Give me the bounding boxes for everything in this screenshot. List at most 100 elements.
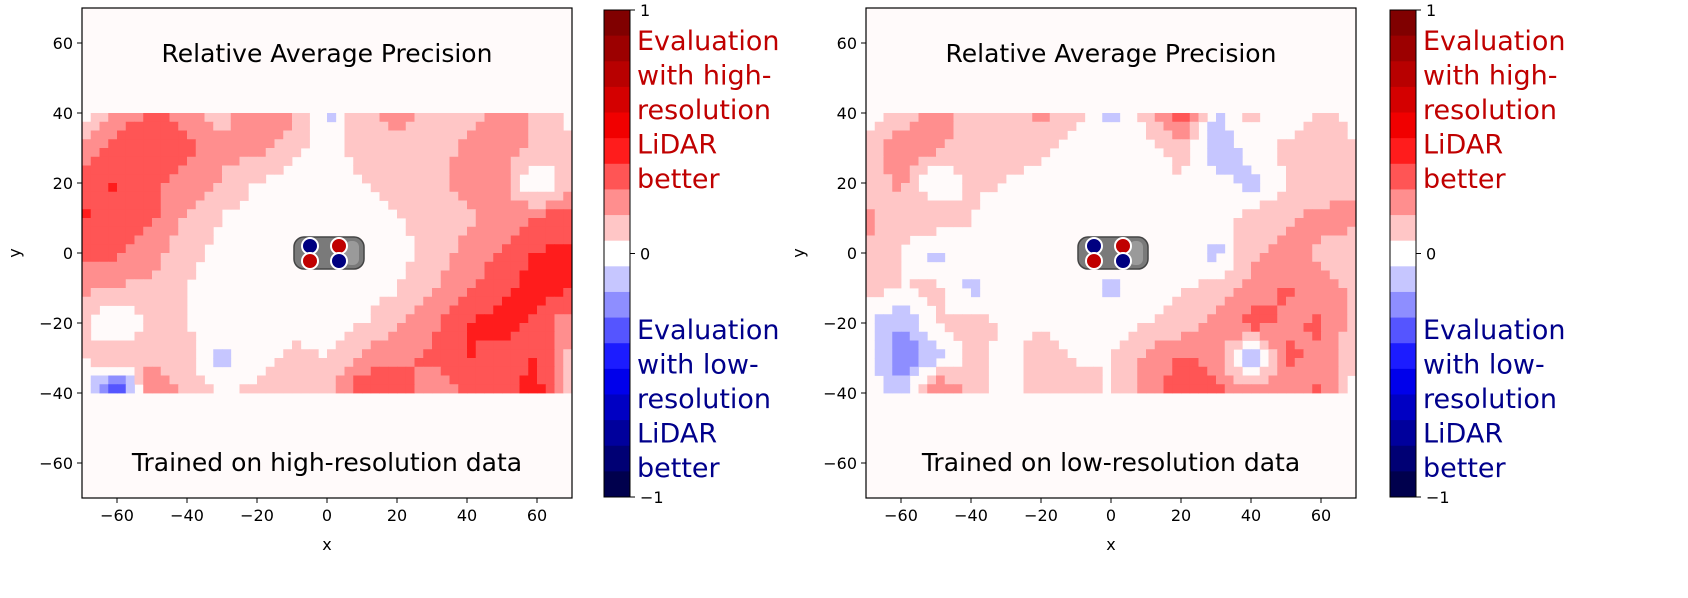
heat-cell	[1286, 384, 1296, 394]
heat-cell	[997, 139, 1007, 149]
heat-cell	[458, 191, 468, 201]
heat-cell	[379, 139, 389, 149]
heat-cell	[1338, 183, 1348, 193]
colorbar-positive-label: LiDAR	[1423, 130, 1503, 161]
heat-cell	[1224, 270, 1234, 280]
heat-cell	[160, 139, 170, 149]
heat-cell	[423, 358, 433, 368]
heat-cell	[1111, 279, 1121, 289]
heat-cell	[563, 148, 573, 158]
heat-cell	[909, 314, 919, 324]
heat-cell	[493, 323, 503, 333]
heat-cell	[1251, 305, 1261, 315]
heat-cell	[510, 358, 520, 368]
heat-cell	[1303, 366, 1313, 376]
heat-cell	[99, 148, 109, 158]
heat-cell	[510, 261, 520, 271]
heat-cell	[528, 314, 538, 324]
heat-cell	[432, 200, 442, 210]
heat-cell	[82, 279, 92, 289]
heat-cell	[353, 121, 363, 131]
heat-cell	[1146, 113, 1156, 123]
heat-cell	[1163, 305, 1173, 315]
heat-cell	[414, 244, 424, 254]
heat-cell	[204, 226, 214, 236]
heat-cell	[1006, 139, 1016, 149]
heat-cell	[108, 174, 118, 184]
heat-cell	[1181, 323, 1191, 333]
heat-cell	[160, 340, 170, 350]
heat-cell	[1242, 270, 1252, 280]
heat-cell	[1163, 121, 1173, 131]
heat-cell	[1294, 375, 1304, 385]
heat-cell	[493, 279, 503, 289]
heat-cell	[1277, 244, 1287, 254]
heat-cell	[440, 349, 450, 359]
heat-cell	[502, 226, 512, 236]
sensor-dot	[1114, 252, 1132, 270]
heat-cell	[344, 113, 354, 123]
heat-cell	[1137, 349, 1147, 359]
heat-cell	[160, 244, 170, 254]
heat-cell	[892, 218, 902, 228]
heat-cell	[1224, 314, 1234, 324]
heat-cell	[874, 366, 884, 376]
heat-cell	[1259, 218, 1269, 228]
heat-cell	[423, 296, 433, 306]
heat-cell	[962, 366, 972, 376]
heat-cell	[1294, 165, 1304, 175]
heat-cell	[1329, 349, 1339, 359]
heat-cell	[1321, 165, 1331, 175]
heat-cell	[502, 349, 512, 359]
heat-cell	[1058, 358, 1068, 368]
heat-cell	[467, 174, 477, 184]
heat-cell	[117, 165, 127, 175]
heat-cell	[510, 183, 520, 193]
heat-cell	[545, 235, 555, 245]
heat-cell	[195, 244, 205, 254]
heat-cell	[962, 183, 972, 193]
heat-cell	[1312, 156, 1322, 166]
heat-cell	[484, 121, 494, 131]
heat-cell	[484, 349, 494, 359]
heat-cell	[944, 156, 954, 166]
heat-cell	[528, 340, 538, 350]
heat-cell	[545, 226, 555, 236]
heat-cell	[883, 165, 893, 175]
heat-cell	[108, 121, 118, 131]
heat-cell	[1172, 384, 1182, 394]
heat-cell	[344, 139, 354, 149]
heat-cell	[962, 384, 972, 394]
heat-cell	[936, 209, 946, 219]
heat-cell	[187, 340, 197, 350]
heat-cell	[971, 165, 981, 175]
heat-cell	[988, 174, 998, 184]
heat-cell	[117, 174, 127, 184]
heat-cell	[1154, 349, 1164, 359]
heat-cell	[1233, 253, 1243, 263]
heat-cell	[432, 366, 442, 376]
heat-cell	[493, 270, 503, 280]
heat-cell	[1347, 183, 1357, 193]
heat-cell	[866, 183, 876, 193]
heat-cell	[1294, 366, 1304, 376]
heat-cell	[1111, 349, 1121, 359]
heat-cell	[405, 349, 415, 359]
heat-cell	[866, 226, 876, 236]
heat-cell	[510, 130, 520, 140]
heat-cell	[1312, 139, 1322, 149]
heat-cell	[1277, 314, 1287, 324]
heat-cell	[187, 253, 197, 263]
heat-cell	[901, 209, 911, 219]
heat-cell	[178, 288, 188, 298]
heat-cell	[528, 113, 538, 123]
heat-cell	[971, 288, 981, 298]
heat-cell	[502, 139, 512, 149]
heat-cell	[1023, 148, 1033, 158]
heat-cell	[108, 130, 118, 140]
x-tick-label: −60	[884, 506, 918, 525]
heat-cell	[458, 331, 468, 341]
heat-cell	[230, 148, 240, 158]
heat-cell	[379, 121, 389, 131]
heat-cell	[1268, 218, 1278, 228]
